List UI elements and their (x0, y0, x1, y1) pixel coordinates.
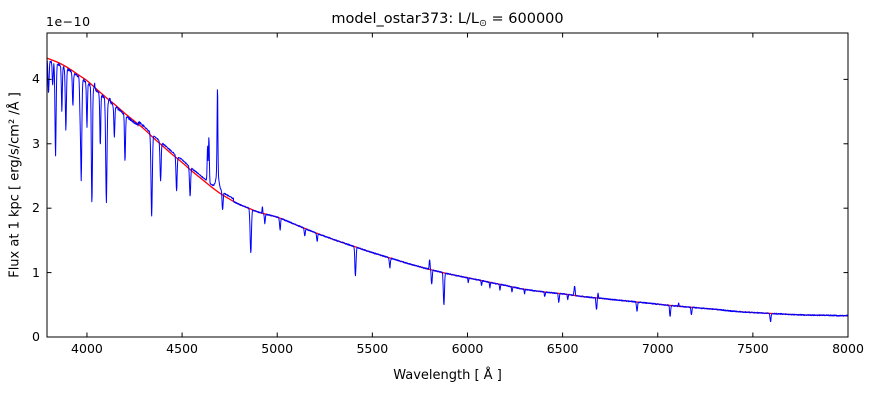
title-text: model_ostar373: L/L (331, 11, 479, 27)
x-tick-label: 4500 (166, 341, 198, 356)
plot-border (46, 32, 849, 338)
y-axis-label: Flux at 1 kpc [ erg/s/cm² /Å ] (7, 92, 23, 278)
x-tick-label: 7500 (736, 341, 769, 356)
title-value: = 600000 (486, 11, 564, 27)
x-tick-label: 8000 (832, 341, 864, 356)
x-tick-label: 7000 (641, 341, 674, 356)
title-sun-symbol: ⊙ (478, 18, 487, 29)
y-tick-label: 4 (32, 71, 40, 87)
y-axis-offset-label: 1e−10 (46, 14, 91, 29)
y-tick-label: 0 (32, 329, 40, 344)
y-tick-label: 2 (32, 200, 40, 216)
x-axis-label: Wavelength [ Å ] (393, 368, 502, 383)
continuum-line (46, 57, 848, 317)
spectrum-line (46, 59, 848, 323)
x-tick-label: 6000 (451, 341, 484, 356)
plot-title: model_ostar373: L/L⊙ = 600000 (47, 11, 848, 29)
y-tick-label: 1 (32, 264, 40, 280)
x-tick-label: 5000 (261, 341, 294, 356)
x-tick-label: 5500 (356, 341, 389, 356)
x-tick-label: 4000 (71, 341, 103, 356)
y-tick-label: 3 (32, 135, 40, 151)
x-tick-label: 6500 (546, 341, 579, 356)
